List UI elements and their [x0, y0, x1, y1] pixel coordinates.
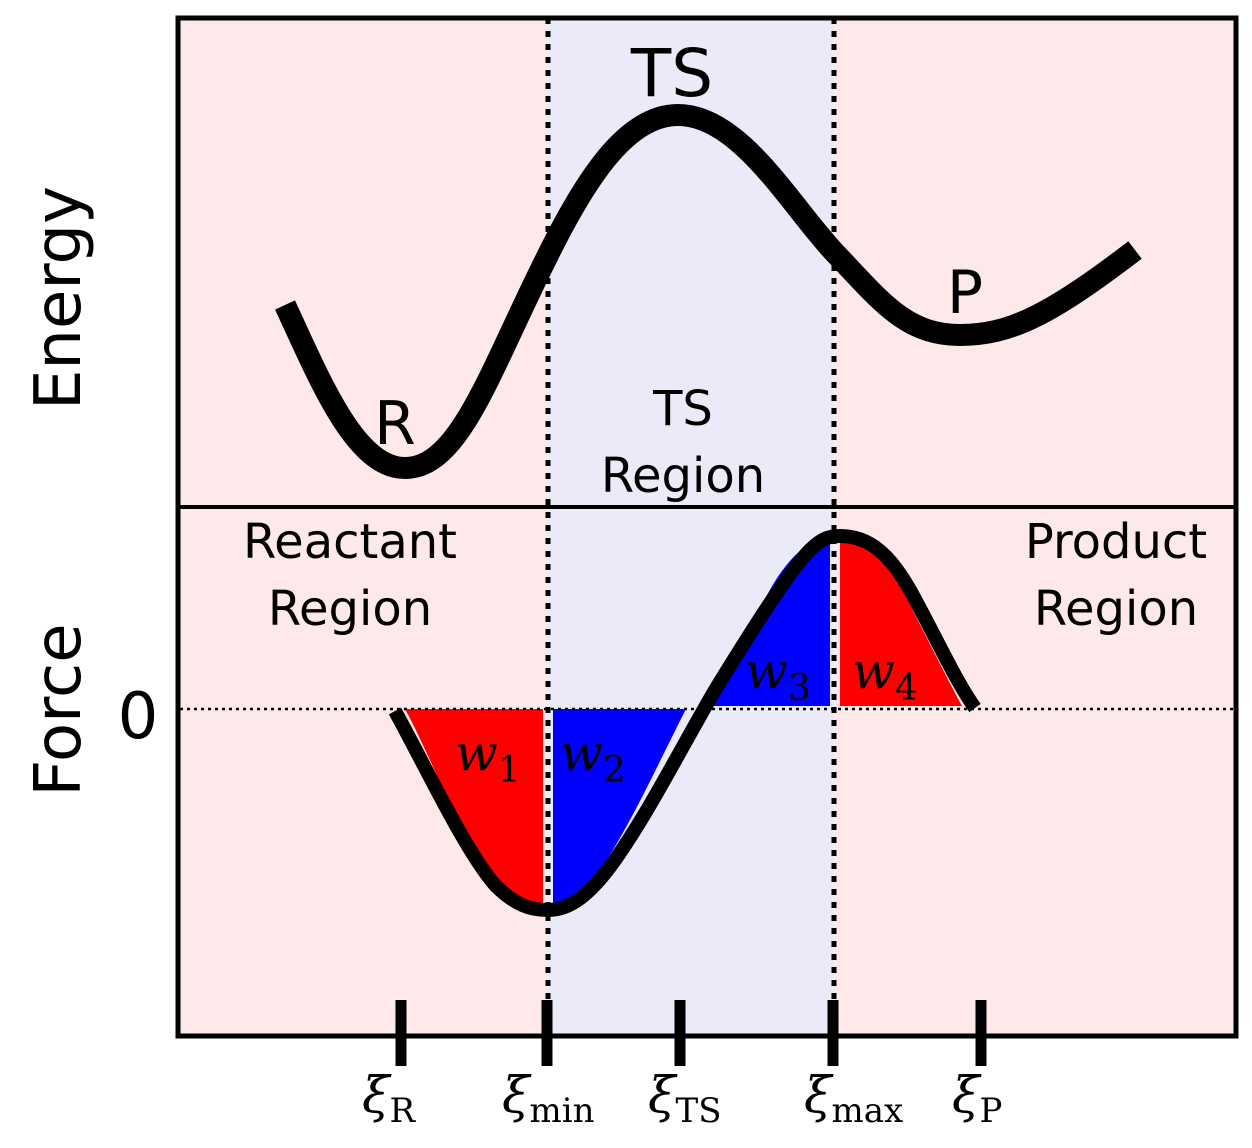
tick-label-xi-ts: ξTS: [648, 1066, 722, 1131]
force-zero-label: 0: [118, 680, 159, 754]
work-area-w1: [405, 709, 543, 905]
tick-label-xi-p: ξP: [952, 1066, 1002, 1131]
product-state-label: P: [947, 258, 983, 328]
work-area-w2: [553, 709, 686, 905]
product-region-label-line1: Product: [1025, 514, 1207, 570]
work-label-w4: w4: [852, 642, 918, 709]
reactant-region-label-line2: Region: [268, 581, 432, 637]
work-label-w3: w3: [745, 642, 811, 709]
work-area-w3: [711, 535, 830, 706]
product-region-label-line2: Region: [1034, 581, 1198, 637]
reactant-state-label: R: [374, 389, 416, 459]
reactant-region-label-line1: Reactant: [243, 514, 457, 570]
tick-label-xi-max: ξmax: [804, 1066, 903, 1131]
energy-curve: [275, 104, 1142, 479]
force-axis-label: Force: [22, 623, 96, 796]
force-curve: [388, 529, 981, 917]
ts-region-label-line1: TS: [652, 381, 713, 437]
work-label-w1: w1: [455, 724, 521, 791]
ts-region-label-line2: Region: [601, 448, 765, 504]
tick-marks: [395, 1000, 987, 1066]
tick-label-xi-r: ξR: [362, 1066, 417, 1131]
energy-axis-label: Energy: [22, 186, 96, 410]
work-label-w2: w2: [560, 724, 626, 791]
plot-frame: [175, 15, 1239, 1039]
tick-label-xi-min: ξmin: [502, 1066, 595, 1131]
work-area-w4: [840, 537, 962, 706]
product-region-bg: [834, 18, 1236, 1036]
transition-state-label: TS: [630, 35, 713, 112]
